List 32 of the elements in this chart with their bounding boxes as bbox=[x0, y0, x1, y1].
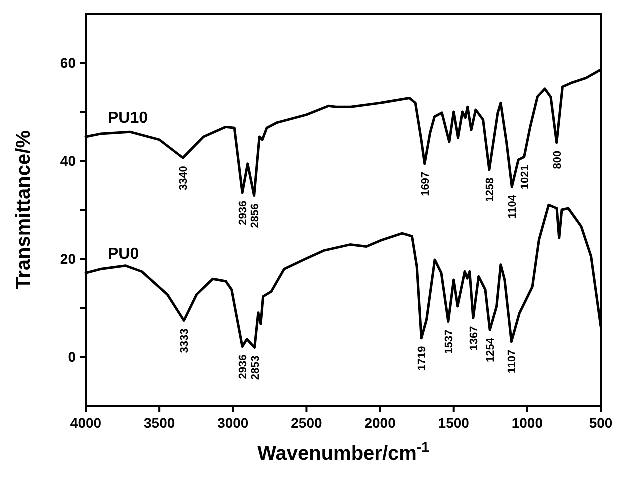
x-tick-label: 500 bbox=[589, 415, 613, 431]
y-axis-title: Transmittance/% bbox=[13, 130, 35, 290]
x-tick-label: 1000 bbox=[512, 415, 544, 431]
y-tick-label: 0 bbox=[68, 348, 76, 365]
y-tick-label: 40 bbox=[60, 152, 76, 169]
annotation: 1258 bbox=[484, 178, 496, 202]
x-tick-label: 2000 bbox=[364, 415, 396, 431]
series-label: PU10 bbox=[108, 110, 148, 127]
x-axis-title: Wavenumber/cm$^{-1}$ bbox=[258, 439, 430, 465]
x-tick-label: 1500 bbox=[438, 415, 470, 431]
annotation: 1697 bbox=[420, 172, 432, 196]
annotation: 2936 bbox=[238, 354, 250, 380]
annotation: 1021 bbox=[519, 165, 532, 190]
series-label: PU0 bbox=[108, 246, 140, 264]
y-tick-label: 20 bbox=[60, 250, 76, 267]
annotation: 2936 bbox=[238, 200, 250, 226]
annotation: 1104 bbox=[507, 194, 520, 219]
annotation: 2856 bbox=[249, 204, 262, 228]
annotation: 1367 bbox=[468, 326, 480, 351]
annotation: 1254 bbox=[485, 337, 498, 363]
x-tick-label: 4000 bbox=[70, 415, 102, 431]
annotation: 3340 bbox=[178, 166, 190, 191]
x-tick-label: 2500 bbox=[291, 415, 322, 431]
annotation: 3333 bbox=[179, 328, 192, 354]
x-tick-label: 3500 bbox=[144, 415, 176, 431]
annotation: 1719 bbox=[416, 346, 429, 371]
annotation: 1537 bbox=[443, 330, 456, 354]
annotation: 800 bbox=[552, 150, 564, 170]
annotation: 2853 bbox=[250, 356, 262, 380]
y-tick-label: 60 bbox=[60, 54, 76, 71]
x-tick-label: 3000 bbox=[218, 415, 249, 431]
annotation: 1107 bbox=[506, 350, 519, 374]
